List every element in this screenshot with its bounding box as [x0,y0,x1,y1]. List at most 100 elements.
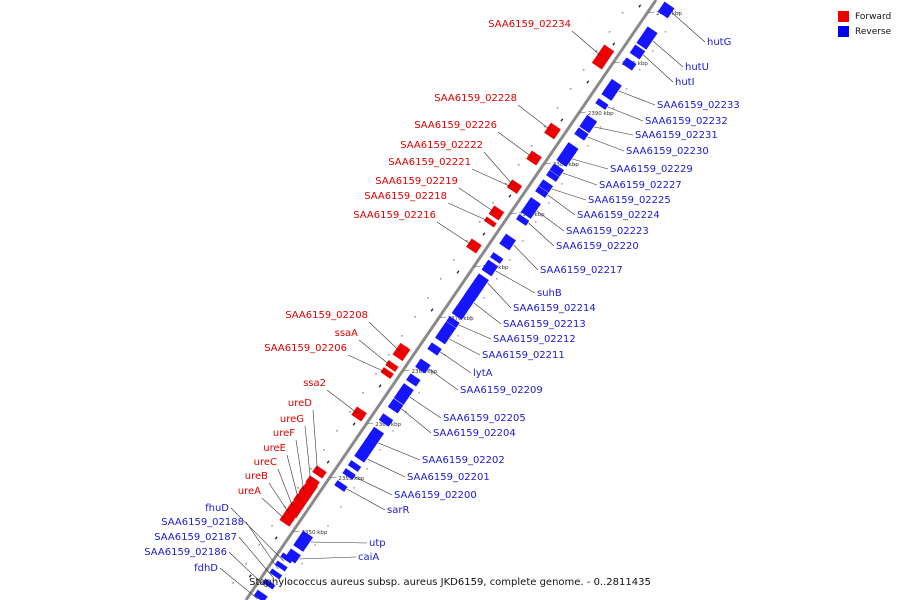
gene-saa6159-02230 [574,127,589,141]
gene-ure-block [291,495,308,511]
gene-label-saa6159-02223: SAA6159_02223 [566,226,649,237]
gene-unlabeled [378,413,394,427]
spacer-dash [508,194,512,198]
spacer-dash [586,80,590,84]
gene-saa6159-02205 [393,383,414,405]
spacer-dash [378,384,382,388]
spacer-dot [483,297,485,299]
gene-sarr [334,480,348,492]
gene-label-suhb: suhB [537,288,562,299]
spacer-dot [465,240,468,242]
gene-label-saa6159-02222: SAA6159_02222 [400,140,483,151]
spacer-dot [232,582,234,584]
tick-mark [403,369,410,372]
leader-line [268,482,290,514]
spacer-dot [556,107,559,109]
spacer-dot [582,69,585,71]
gene-label-saa6159-02226: SAA6159_02226 [414,120,497,131]
spacer-dot [258,544,260,546]
spacer-dot [418,392,420,394]
spacer-dash [274,536,278,540]
gene-label-saa6159-02232: SAA6159_02232 [645,116,728,127]
gene-unlabeled [490,252,504,264]
spacer-dot [336,430,338,432]
gene-saa6159-02202 [360,426,385,454]
spacer-dot [388,354,390,356]
gene-unlabeled [406,373,421,387]
gene-saa6159-02228 [544,122,561,140]
gene-label-saa6159-02217: SAA6159_02217 [540,265,623,276]
spacer-dot [470,316,472,318]
tick-mark [293,530,300,533]
spacer-dot [478,221,481,223]
gene-label-saa6159-02211: SAA6159_02211 [482,350,565,361]
gene-saa6159-02201 [354,449,369,463]
leader-line [326,389,358,414]
leader-line [487,282,512,309]
tick-label: 2350 kbp [301,530,327,536]
leader-line [367,458,406,478]
gene-saa6159-02209 [415,358,431,374]
leader-line [458,324,492,340]
spacer-dot [547,202,550,204]
leader-line [401,408,432,434]
gene-unlabeled [347,460,362,472]
gene-saa6159-02216 [466,238,482,254]
spacer-dot [366,468,368,470]
spacer-dot [651,50,654,52]
spacer-dot [392,430,394,432]
leader-line [277,468,294,508]
spacer-dot [431,373,433,375]
spacer-dot [521,240,524,242]
legend-forward-label: Forward [855,11,892,22]
leader-line [671,12,706,43]
gene-unlabeled [464,278,486,302]
leader-line [447,202,489,222]
gene-saa6159-02219 [488,205,505,221]
spacer-dot [517,164,520,166]
gene-features [253,1,675,600]
gene-label-huti: hutI [675,77,695,88]
tick-mark [474,265,481,268]
spacer-dot [496,278,498,280]
tick-mark [367,422,374,425]
spacer-dot [405,411,407,413]
spacer-dash [326,460,330,464]
gene-label-saa6159-02187: SAA6159_02187 [154,532,237,543]
gene-ssaa [385,360,399,372]
spacer-dot [340,506,342,508]
spacer-dot [638,69,641,71]
leader-line [513,244,539,271]
gene-label-sarr: sarR [387,505,409,516]
leader-line [587,136,625,152]
spacer-dash [248,574,252,578]
gene-label-ured: ureD [288,398,312,409]
gene-label-saa6159-02208: SAA6159_02208 [285,310,368,321]
gene-label-hutg: hutG [707,37,731,48]
spacer-dot [595,50,598,52]
spacer-dash [560,118,564,122]
gene-label-urec: ureC [254,457,277,468]
spacer-dot [288,582,290,584]
legend-reverse-label: Reverse [855,26,892,37]
spacer-dot [323,449,325,451]
gene-label-ssa2: ssa2 [303,378,326,389]
gene-label-saa6159-02205: SAA6159_02205 [443,413,526,424]
leader-line [551,188,587,201]
gene-ure-block [286,503,302,519]
gene-label-utp: utp [369,538,386,549]
spacer-dot [353,487,355,489]
leader-line [436,221,473,246]
gene-fhud [280,552,294,564]
gene-label-ssaa: ssaA [335,328,359,339]
gene-huti [629,44,646,60]
gene-saa6159-02217 [499,233,516,251]
genome-backbone [244,0,658,600]
gene-hutg [657,1,675,19]
gene-label-uref: ureF [273,428,295,439]
gene-saa6159-02224 [535,186,549,198]
leader-line [536,210,565,232]
gene-unlabeled [293,540,307,552]
spacer-dot [245,563,247,565]
leader-line [562,172,598,186]
